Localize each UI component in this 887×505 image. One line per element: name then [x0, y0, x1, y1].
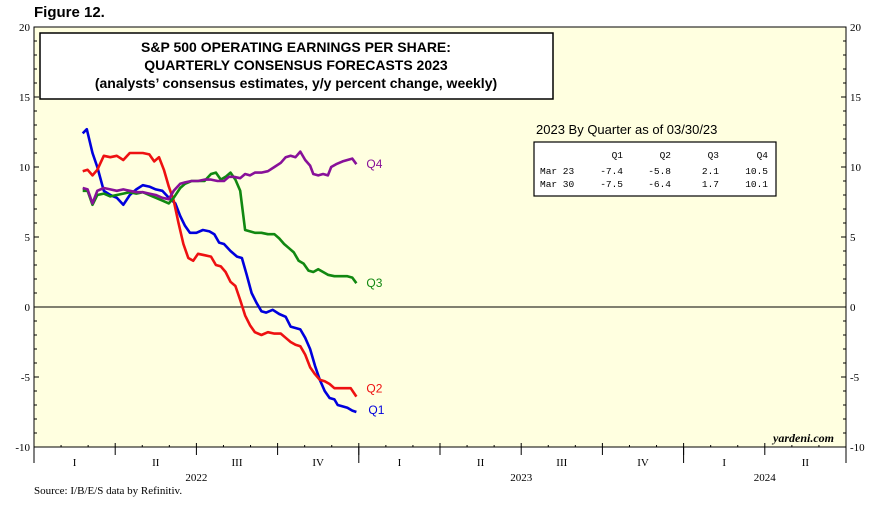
y-axis: 20 20 15 15 10 10 5 5 0 0 -5 -5 -10 -10 [15, 22, 865, 454]
figure-label: Figure 12. [34, 4, 105, 21]
series-label-q3: Q3 [366, 276, 382, 290]
y-tick-label-right: 15 [850, 92, 862, 104]
x-quarter-label: II [152, 457, 160, 469]
y-tick-label-left: 15 [19, 92, 31, 104]
table-header-cell: Q3 [708, 150, 720, 161]
table-cell: -6.4 [648, 179, 671, 190]
series-group: Q1 Q2 Q3 Q4 [81, 127, 385, 417]
x-year-label: 2022 [185, 472, 207, 484]
y-tick-label-right: 20 [850, 22, 862, 34]
y-tick-label-right: -10 [850, 442, 865, 454]
title-frame [39, 32, 554, 100]
table-cell: 10.5 [745, 166, 768, 177]
table-cell: 1.7 [702, 179, 719, 190]
y-tick-label-left: 10 [19, 162, 31, 174]
x-quarter-label: II [477, 457, 485, 469]
x-quarter-label: III [556, 457, 567, 469]
table-frame [533, 141, 777, 197]
y-tick-label-right: -5 [850, 372, 860, 384]
table-cell: -7.5 [600, 179, 623, 190]
table-cell: -7.4 [600, 166, 623, 177]
title-line-1: S&P 500 OPERATING EARNINGS PER SHARE: [141, 39, 451, 55]
y-tick-label-left: -5 [21, 372, 31, 384]
series-label-q4: Q4 [366, 157, 382, 171]
x-quarter-label: I [398, 457, 402, 469]
x-year-label: 2023 [510, 472, 533, 484]
y-tick-label-right: 0 [850, 302, 856, 314]
table-title: 2023 By Quarter as of 03/30/23 [536, 122, 717, 137]
x-quarter-label: IV [637, 457, 649, 469]
title-line-3: (analysts’ consensus estimates, y/y perc… [95, 75, 497, 91]
chart-title-box: S&P 500 OPERATING EARNINGS PER SHARE: QU… [39, 32, 554, 100]
y-tick-label-right: 5 [850, 232, 856, 244]
source-note: Source: I/B/E/S data by Refinitiv. [34, 485, 183, 497]
y-tick-label-left: -10 [15, 442, 30, 454]
series-label-q2: Q2 [366, 382, 382, 396]
x-quarter-label: I [73, 457, 77, 469]
x-quarter-label: IV [312, 457, 324, 469]
table-cell: 10.1 [745, 179, 768, 190]
x-quarter-label: II [802, 457, 810, 469]
y-tick-label-right: 10 [850, 162, 862, 174]
series-line-q2 [82, 151, 358, 398]
x-quarter-label: III [232, 457, 243, 469]
title-line-2: QUARTERLY CONSENSUS FORECASTS 2023 [144, 57, 448, 73]
table-row-label: Mar 23 [540, 166, 575, 177]
series-label-q1: Q1 [368, 403, 384, 417]
table-header-cell: Q4 [757, 150, 769, 161]
y-tick-label-left: 20 [19, 22, 31, 34]
series-line-q3 [82, 171, 358, 284]
table-header-cell: Q1 [612, 150, 624, 161]
series-line-q4 [82, 150, 358, 205]
x-quarter-label: I [722, 457, 726, 469]
table-row-label: Mar 30 [540, 179, 575, 190]
x-year-label: 2024 [754, 472, 777, 484]
table-header-cell: Q2 [660, 150, 672, 161]
table-cell: -5.8 [648, 166, 671, 177]
credit-label: yardeni.com [771, 431, 834, 445]
y-tick-label-left: 5 [25, 232, 31, 244]
forecast-table: 2023 By Quarter as of 03/30/23 Q1 Q2 Q3 Q4 M… [533, 122, 777, 197]
table-cell: 2.1 [702, 166, 719, 177]
y-tick-label-left: 0 [25, 302, 31, 314]
